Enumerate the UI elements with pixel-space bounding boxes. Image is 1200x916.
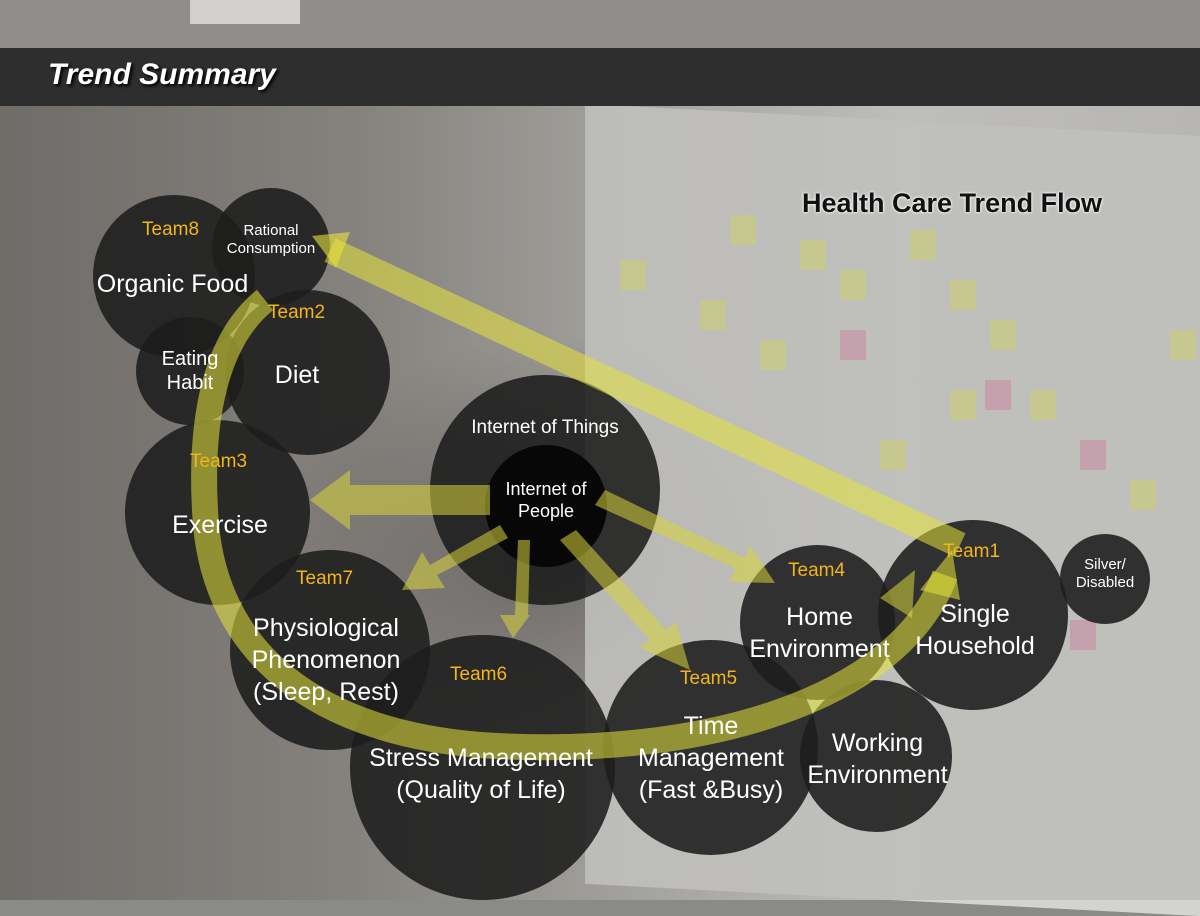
arrow-to-home	[595, 490, 775, 583]
flow-arrowhead-single	[920, 550, 960, 600]
team1-label: Team1	[943, 541, 1001, 562]
node-stress	[350, 635, 615, 900]
label-exercise: Exercise	[172, 511, 268, 539]
flow-curve-lower	[191, 289, 958, 761]
label-stress: Stress Management (Quality of Life)	[369, 744, 593, 804]
team3-label: Team3	[190, 451, 248, 472]
label-physiological: Physiological Phenomenon (Sleep, Rest)	[251, 614, 401, 706]
title-bar	[0, 48, 1200, 106]
label-silver: Silver/ Disabled	[1075, 556, 1135, 591]
label-diet: Diet	[274, 361, 320, 389]
label-internet-of-things: Internet of Things	[471, 417, 619, 438]
label-single: Single Household	[915, 600, 1035, 660]
flow-arrowhead-rational	[312, 232, 350, 268]
arrow-to-time	[560, 530, 690, 670]
team6-label: Team6	[450, 664, 508, 685]
label-internet-of-people: Internet of People	[505, 479, 587, 521]
arrow-to-stress	[500, 540, 530, 638]
team7-label: Team7	[296, 568, 354, 589]
arrow-to-physiological	[402, 525, 508, 590]
flow-band-upper	[324, 238, 966, 557]
team4-label: Team4	[788, 560, 846, 581]
label-eating-habit: Eating Habit	[161, 348, 219, 394]
page-title: Trend Summary	[48, 58, 276, 91]
node-silver	[1060, 534, 1150, 624]
label-home: Home Environment	[749, 603, 890, 663]
label-time: Time Management (Fast &Busy)	[638, 712, 784, 804]
label-working: Working Environment	[807, 729, 948, 789]
diagram-title: Health Care Trend Flow	[802, 188, 1103, 218]
label-organic-food: Organic Food	[96, 270, 249, 298]
node-rational-consumption	[212, 188, 330, 306]
label-rational-consumption: Rational Consumption	[226, 222, 316, 257]
team8-label: Team8	[142, 219, 200, 240]
team5-label: Team5	[680, 668, 738, 689]
team2-label: Team2	[268, 302, 326, 323]
arrow-to-exercise	[310, 470, 490, 530]
